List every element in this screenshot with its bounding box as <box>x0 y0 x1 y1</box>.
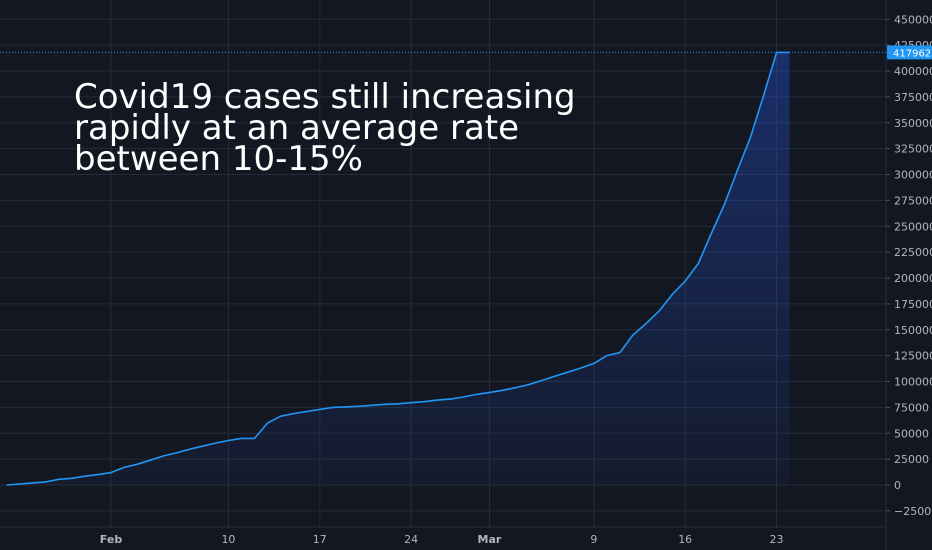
last-value-badge <box>887 45 932 60</box>
y-tick-label: 225000 <box>894 246 932 259</box>
y-tick-label: 350000 <box>894 117 932 130</box>
x-tick-label: 24 <box>404 533 418 546</box>
x-tick-label: 9 <box>590 533 597 546</box>
y-tick-label: 400000 <box>894 65 932 78</box>
y-tick-label: 125000 <box>894 350 932 363</box>
series-line <box>6 51 790 486</box>
y-tick-label: 175000 <box>894 298 932 311</box>
x-tick-label: 17 <box>313 533 327 546</box>
y-tick-label: 150000 <box>894 324 932 337</box>
y-axis-panel <box>886 0 932 550</box>
y-tick-label: 25000 <box>894 453 929 466</box>
y-tick-label: 75000 <box>894 401 929 414</box>
area-fill <box>6 52 790 486</box>
x-tick-label: Feb <box>100 533 123 546</box>
y-tick-label: 250000 <box>894 220 932 233</box>
last-value-label: 417962 <box>893 48 931 59</box>
x-tick-label: Mar <box>478 533 502 546</box>
chart-annotation: Covid19 cases still increasing rapidly a… <box>74 77 576 179</box>
y-tick-label: 300000 <box>894 169 932 182</box>
x-tick-label: 16 <box>678 533 692 546</box>
y-tick-label: 100000 <box>894 376 932 389</box>
y-tick-label: 275000 <box>894 194 932 207</box>
y-tick-label: 200000 <box>894 272 932 285</box>
x-tick-label: 23 <box>770 533 784 546</box>
y-tick-label: 0 <box>894 479 901 492</box>
y-tick-label: 50000 <box>894 427 929 440</box>
y-tick-label: 375000 <box>894 91 932 104</box>
x-tick-label: 10 <box>221 533 235 546</box>
y-tick-label: 450000 <box>894 13 932 26</box>
y-tick-label: 325000 <box>894 143 932 156</box>
y-tick-label: −25000 <box>894 505 932 518</box>
